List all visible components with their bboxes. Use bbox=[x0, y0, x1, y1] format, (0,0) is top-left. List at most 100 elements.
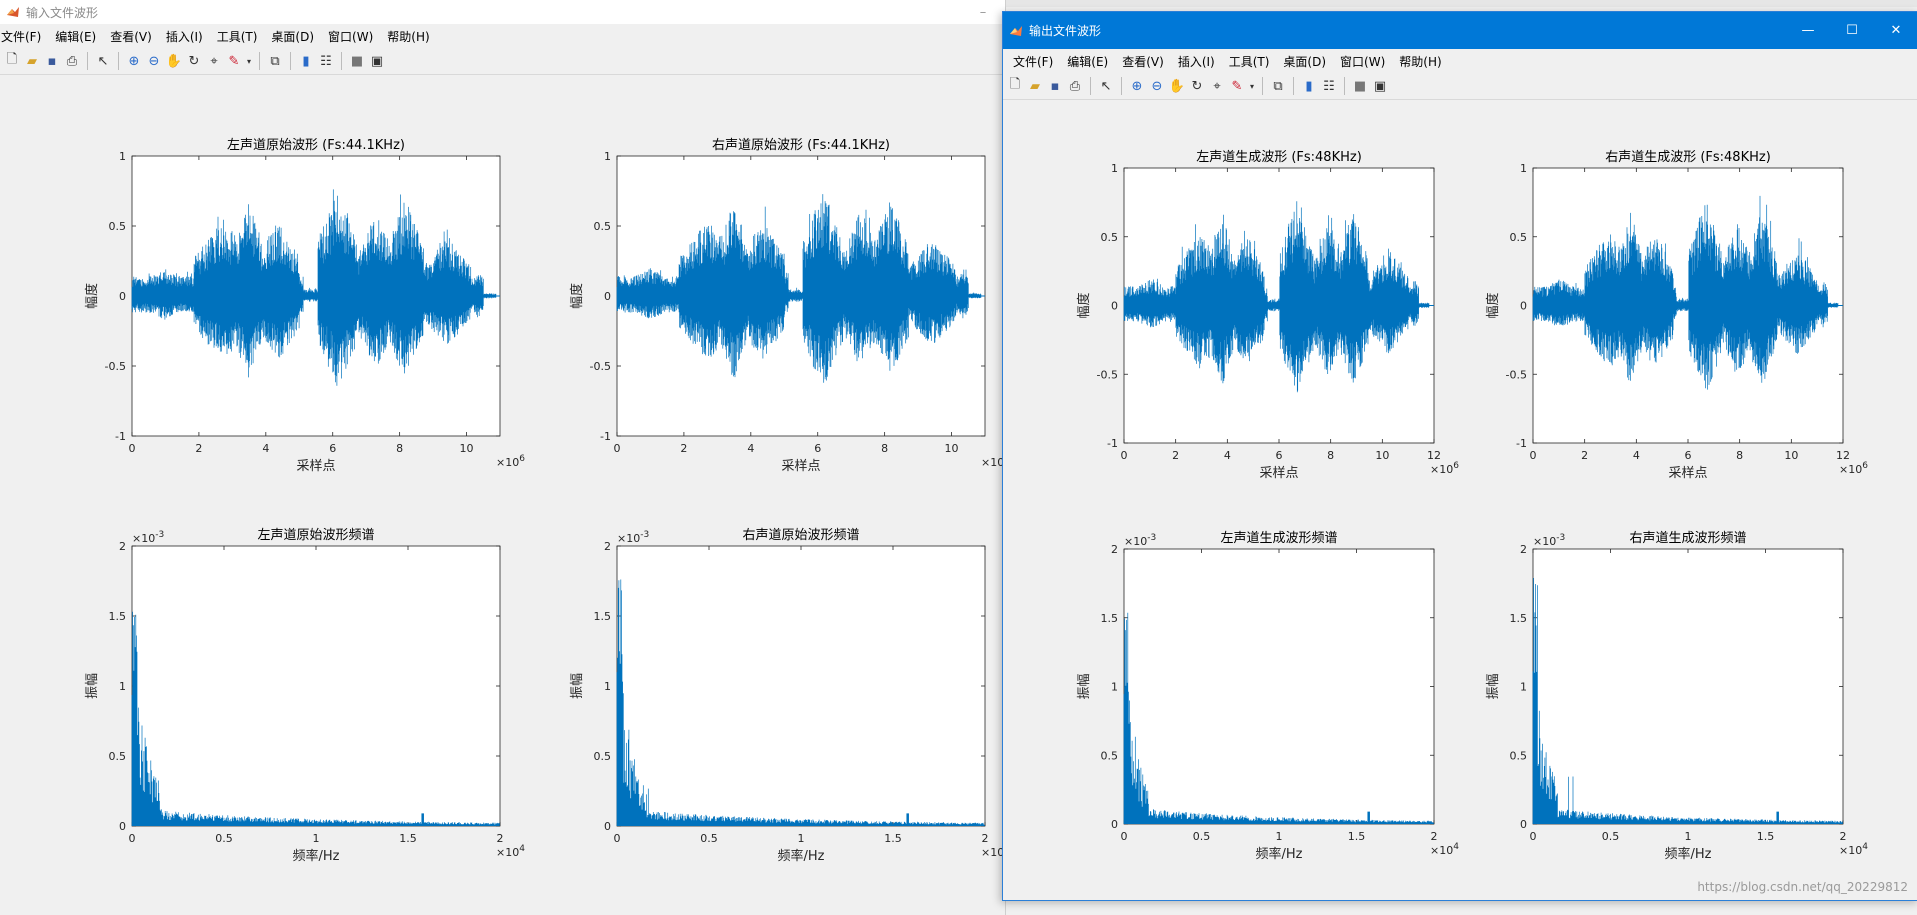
y-tick-label: 0.5 bbox=[594, 220, 612, 233]
menu-tools[interactable]: 工具(T) bbox=[216, 29, 258, 44]
x-tick-label: 10 bbox=[1375, 449, 1389, 462]
close-button[interactable]: ✕ bbox=[1890, 23, 1902, 38]
brush-icon[interactable]: ✎ bbox=[1231, 78, 1243, 94]
open-file-icon[interactable]: ▰ bbox=[27, 53, 37, 69]
colorbar-icon[interactable]: ▮ bbox=[302, 53, 310, 69]
menu-window[interactable]: 窗口(W) bbox=[1340, 54, 1386, 69]
new-file-icon[interactable]: 🗋 bbox=[1009, 77, 1021, 92]
plot-title: 左声道原始波形频谱 bbox=[257, 528, 374, 543]
toolbar-separator bbox=[1121, 77, 1122, 95]
y-tick-label: 2 bbox=[604, 540, 611, 553]
save-icon[interactable]: ▪ bbox=[47, 53, 57, 69]
menu-edit[interactable]: 编辑(E) bbox=[55, 29, 97, 44]
y-exponent-label: ×10-3 bbox=[1124, 533, 1156, 548]
x-exponent-label: ×104 bbox=[1430, 842, 1459, 857]
data-cursor-icon[interactable]: ⌖ bbox=[210, 53, 218, 69]
show-plot-tools-icon[interactable]: ▣ bbox=[370, 53, 384, 69]
y-tick-label: 2 bbox=[119, 540, 126, 553]
y-tick-label: 0 bbox=[1111, 818, 1118, 831]
new-file-icon[interactable]: 🗋 bbox=[6, 52, 18, 67]
x-tick-label: 1.5 bbox=[399, 832, 417, 845]
hide-plot-tools-icon[interactable]: ■ bbox=[350, 53, 364, 69]
legend-icon[interactable]: ☷ bbox=[320, 53, 332, 69]
show-plot-tools-icon[interactable]: ▣ bbox=[1373, 78, 1387, 94]
y-tick-label: 1 bbox=[1520, 681, 1527, 694]
x-tick-label: 6 bbox=[1685, 449, 1692, 462]
menu-insert[interactable]: 插入(I) bbox=[165, 29, 203, 44]
maximize-button[interactable]: ☐ bbox=[1846, 23, 1858, 38]
toolbar-separator bbox=[1262, 77, 1263, 95]
zoom-out-icon[interactable]: ⊖ bbox=[1151, 78, 1163, 94]
print-icon[interactable]: ⎙ bbox=[1069, 78, 1081, 94]
menu-window[interactable]: 窗口(W) bbox=[328, 29, 374, 44]
toolbar-separator bbox=[341, 52, 342, 70]
pointer-icon[interactable]: ↖ bbox=[97, 53, 109, 69]
x-tick-label: 0.5 bbox=[700, 832, 718, 845]
colorbar-icon[interactable]: ▮ bbox=[1305, 78, 1313, 94]
pan-icon[interactable]: ✋ bbox=[1168, 78, 1186, 94]
x-tick-label: 8 bbox=[1327, 449, 1334, 462]
menu-help[interactable]: 帮助(H) bbox=[387, 29, 430, 44]
x-exponent-label: ×106 bbox=[496, 454, 525, 469]
pointer-icon[interactable]: ↖ bbox=[1100, 78, 1112, 94]
y-tick-label: 1 bbox=[1111, 681, 1118, 694]
print-icon[interactable]: ⎙ bbox=[66, 53, 78, 69]
menu-insert[interactable]: 插入(I) bbox=[1177, 54, 1215, 69]
legend-icon[interactable]: ☷ bbox=[1323, 78, 1335, 94]
menu-view[interactable]: 查看(V) bbox=[1122, 54, 1164, 69]
y-tick-label: -0.5 bbox=[105, 360, 126, 373]
x-tick-label: 0.5 bbox=[1602, 830, 1620, 843]
menu-desktop[interactable]: 桌面(D) bbox=[271, 29, 315, 44]
axes: 左声道生成波形频谱 0 0.5 1 1.5 2 0 0.5 1 1.5 2 频率/Hz 振幅 ×104 ×1… bbox=[1077, 531, 1459, 862]
menu-file[interactable]: 文件(F) bbox=[1013, 54, 1054, 69]
matlab-logo-icon bbox=[1010, 25, 1022, 36]
zoom-in-icon[interactable]: ⊕ bbox=[1131, 78, 1143, 94]
menu-tools[interactable]: 工具(T) bbox=[1228, 54, 1270, 69]
y-tick-label: 2 bbox=[1520, 543, 1527, 556]
x-tick-label: 1 bbox=[1276, 830, 1283, 843]
output-figure-window[interactable]: 输出文件波形 — ☐ ✕ 文件(F) 编辑(E) 查看(V) 插入(I) 工具(… bbox=[1002, 11, 1917, 901]
x-tick-label: 2 bbox=[1172, 449, 1179, 462]
y-axis-label: 幅度 bbox=[84, 283, 100, 309]
plot-title: 右声道原始波形 (Fs:44.1KHz) bbox=[712, 138, 890, 153]
save-icon[interactable]: ▪ bbox=[1050, 78, 1060, 94]
menu-edit[interactable]: 编辑(E) bbox=[1067, 54, 1109, 69]
link-plot-icon[interactable]: ⧉ bbox=[270, 53, 280, 69]
menu-help[interactable]: 帮助(H) bbox=[1399, 54, 1442, 69]
data-cursor-icon[interactable]: ⌖ bbox=[1213, 78, 1221, 94]
window-titlebar[interactable]: 输入文件波形 – bbox=[0, 0, 1005, 24]
y-axis-label: 振幅 bbox=[1486, 673, 1501, 699]
y-tick-label: -1 bbox=[600, 430, 611, 443]
rotate-3d-icon[interactable]: ↻ bbox=[188, 53, 200, 69]
plot-title: 左声道原始波形 (Fs:44.1KHz) bbox=[227, 138, 405, 153]
minimize-button[interactable]: – bbox=[979, 4, 987, 20]
plot-title: 右声道生成波形 (Fs:48KHz) bbox=[1605, 150, 1771, 165]
menu-desktop[interactable]: 桌面(D) bbox=[1283, 54, 1327, 69]
menu-view[interactable]: 查看(V) bbox=[110, 29, 152, 44]
y-tick-label: 0 bbox=[604, 820, 611, 833]
brush-icon[interactable]: ✎ bbox=[228, 53, 240, 69]
rotate-3d-icon[interactable]: ↻ bbox=[1191, 78, 1203, 94]
x-tick-label: 1.5 bbox=[1348, 830, 1366, 843]
pan-icon[interactable]: ✋ bbox=[165, 53, 183, 69]
x-tick-label: 2 bbox=[1431, 830, 1438, 843]
minimize-button[interactable]: — bbox=[1801, 23, 1815, 38]
zoom-out-icon[interactable]: ⊖ bbox=[148, 53, 160, 69]
link-plot-icon[interactable]: ⧉ bbox=[1273, 78, 1283, 94]
chevron-down-icon[interactable]: ▾ bbox=[1249, 81, 1254, 91]
open-file-icon[interactable]: ▰ bbox=[1030, 78, 1040, 94]
x-tick-label: 8 bbox=[881, 442, 888, 455]
x-tick-label: 4 bbox=[747, 442, 754, 455]
zoom-in-icon[interactable]: ⊕ bbox=[128, 53, 140, 69]
x-tick-label: 2 bbox=[982, 832, 989, 845]
axes: 左声道原始波形频谱 0 0.5 1 1.5 2 0 0.5 1 1.5 2 频率/Hz 振幅 ×104 ×1… bbox=[85, 528, 525, 864]
hide-plot-tools-icon[interactable]: ■ bbox=[1353, 78, 1367, 94]
window-titlebar[interactable]: 输出文件波形 — ☐ ✕ bbox=[1003, 12, 1917, 49]
x-tick-label: 4 bbox=[262, 442, 269, 455]
chevron-down-icon[interactable]: ▾ bbox=[246, 56, 251, 66]
input-figure-window[interactable]: 输入文件波形 – 文件(F) 编辑(E) 查看(V) 插入(I) 工具(T) 桌… bbox=[0, 0, 1006, 915]
x-exponent-label: ×104 bbox=[1839, 842, 1868, 857]
x-tick-label: 8 bbox=[1736, 449, 1743, 462]
menu-file[interactable]: 文件(F) bbox=[1, 29, 42, 44]
x-tick-label: 8 bbox=[396, 442, 403, 455]
